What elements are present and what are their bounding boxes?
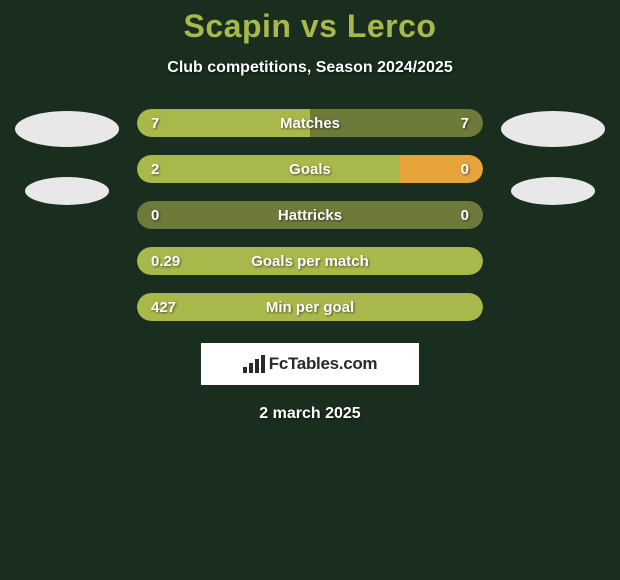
logo-text: FcTables.com: [269, 354, 378, 374]
logo-bar: [261, 355, 265, 373]
source-logo[interactable]: FcTables.com: [201, 343, 419, 385]
vs-text: vs: [301, 8, 338, 44]
stat-bar-overlay: 2 Goals 0: [137, 155, 483, 183]
stat-left-value: 7: [151, 115, 159, 132]
stat-row: 0 Hattricks 0: [137, 201, 483, 229]
stat-right-value: 0: [461, 161, 469, 178]
comparison-card: Scapin vs Lerco Club competitions, Seaso…: [0, 0, 620, 423]
stat-row: 0.29 Goals per match: [137, 247, 483, 275]
stat-row: 427 Min per goal: [137, 293, 483, 321]
subtitle: Club competitions, Season 2024/2025: [0, 59, 620, 77]
stat-label: Goals per match: [251, 253, 369, 270]
stat-bar-overlay: 7 Matches 7: [137, 109, 483, 137]
stat-right-value: 0: [461, 207, 469, 224]
player1-club-avatar: [25, 177, 109, 205]
right-avatar-column: [501, 109, 605, 205]
barchart-icon: [243, 355, 265, 373]
stat-left-value: 427: [151, 299, 176, 316]
stat-right-value: 7: [461, 115, 469, 132]
stat-label: Min per goal: [266, 299, 354, 316]
stat-bar-overlay: 427 Min per goal: [137, 293, 483, 321]
left-avatar-column: [15, 109, 119, 205]
stat-left-value: 2: [151, 161, 159, 178]
player2-avatar: [501, 111, 605, 147]
page-title: Scapin vs Lerco: [0, 8, 620, 45]
stat-left-value: 0.29: [151, 253, 180, 270]
stat-label: Goals: [289, 161, 331, 178]
stats-area: 7 Matches 7 2 Goals 0 0 Hattricks 0 0.29 Goals per…: [0, 109, 620, 321]
stat-bar-overlay: 0.29 Goals per match: [137, 247, 483, 275]
stat-bars: 7 Matches 7 2 Goals 0 0 Hattricks 0 0.29 Goals per…: [137, 109, 483, 321]
logo-bar: [243, 367, 247, 373]
logo-bar: [249, 363, 253, 373]
stat-left-value: 0: [151, 207, 159, 224]
player1-name: Scapin: [184, 8, 292, 44]
player2-club-avatar: [511, 177, 595, 205]
player2-name: Lerco: [347, 8, 437, 44]
player1-avatar: [15, 111, 119, 147]
stat-row: 7 Matches 7: [137, 109, 483, 137]
stat-bar-overlay: 0 Hattricks 0: [137, 201, 483, 229]
date-label: 2 march 2025: [0, 405, 620, 423]
stat-label: Hattricks: [278, 207, 342, 224]
stat-label: Matches: [280, 115, 340, 132]
stat-row: 2 Goals 0: [137, 155, 483, 183]
logo-bar: [255, 359, 259, 373]
